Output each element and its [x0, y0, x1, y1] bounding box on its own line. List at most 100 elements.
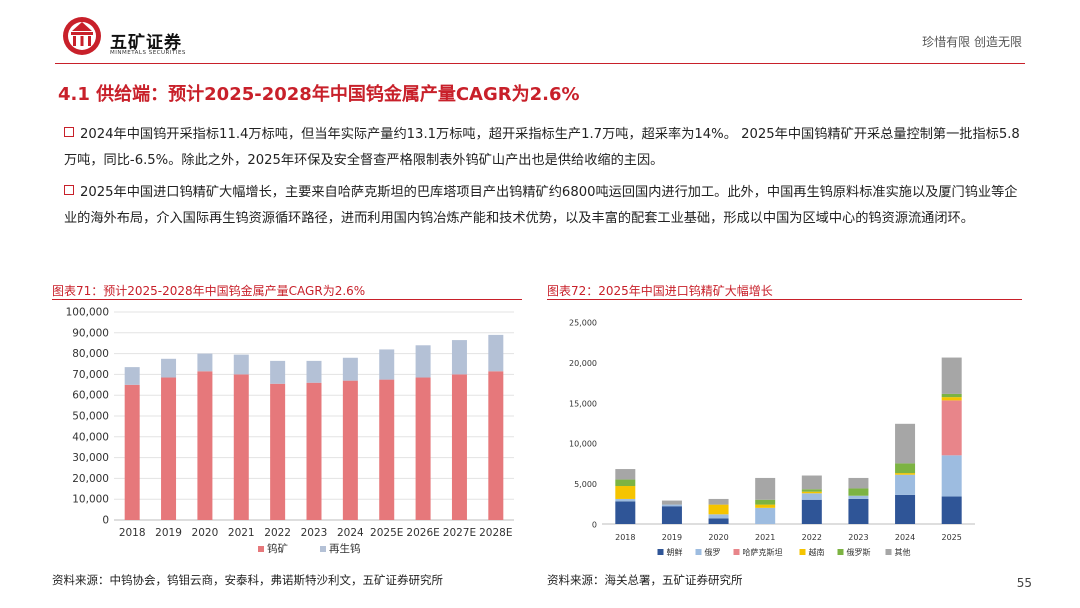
bar-segment — [661, 504, 682, 507]
bar-segment — [941, 357, 962, 394]
bar-segment — [270, 383, 286, 520]
x-tick-label: 2021 — [755, 533, 775, 542]
legend-label: 哈萨克斯坦 — [743, 547, 783, 557]
header-divider — [55, 63, 1025, 64]
y-tick-label: 60,000 — [72, 390, 109, 402]
chart1-source: 资料来源：中钨协会，钨钼云商，安泰科，弗诺斯特沙利文，五矿证券研究所 — [52, 573, 443, 587]
bar-segment — [708, 518, 729, 524]
bar-segment — [270, 360, 286, 384]
x-tick-label: 2024 — [895, 533, 915, 542]
legend-swatch — [320, 546, 326, 552]
legend-label: 再生钨 — [329, 542, 361, 555]
bar-segment — [755, 507, 776, 524]
brand-name: 五矿证券 — [110, 33, 182, 53]
bar-segment — [708, 504, 729, 515]
y-tick-label: 15,000 — [569, 399, 597, 408]
y-tick-label: 90,000 — [72, 327, 109, 339]
bar-segment — [755, 499, 776, 505]
legend-label: 俄罗 — [705, 547, 721, 557]
bar-segment — [941, 393, 962, 398]
bar-segment — [197, 353, 213, 372]
bar-segment — [661, 500, 682, 505]
chart2-title-rule — [547, 299, 1022, 300]
bar-segment — [615, 469, 636, 480]
legend-swatch — [657, 549, 664, 555]
x-tick-label: 2019 — [155, 527, 182, 539]
x-tick-label: 2019 — [662, 533, 682, 542]
legend-swatch — [695, 549, 702, 555]
chart2-svg: 0 5,000 10,000 15,000 20,000 25,000 2018 2019 20… — [569, 319, 975, 557]
legend-label: 越南 — [809, 547, 825, 557]
bar-segment — [801, 491, 822, 494]
legend-swatch — [799, 549, 806, 555]
bar-segment — [895, 463, 916, 474]
bar-segment — [379, 379, 395, 520]
bar-segment — [941, 455, 962, 497]
y-tick-label: 5,000 — [574, 480, 597, 489]
bar-segment — [342, 357, 358, 381]
bar-segment — [848, 488, 869, 496]
page-title: 4.1 供给端：预计2025-2028年中国钨金属产量CAGR为2.6% — [58, 84, 580, 105]
bar-segment — [895, 494, 916, 524]
bar-segment — [941, 400, 962, 456]
chart2-title: 图表72：2025年中国进口钨精矿大幅增长 — [547, 284, 773, 298]
y-tick-label: 20,000 — [72, 473, 109, 485]
bar-segment — [615, 501, 636, 524]
bar-segment — [615, 486, 636, 499]
bar-segment — [941, 496, 962, 524]
x-tick-label: 2024 — [337, 527, 364, 539]
bar-segment — [848, 495, 869, 499]
legend-label: 俄罗斯 — [847, 547, 871, 557]
square-bullet-icon — [64, 185, 74, 195]
legend-label: 朝鲜 — [667, 547, 683, 557]
bar-segment — [848, 477, 869, 489]
bar-segment — [342, 380, 358, 520]
legend-swatch — [837, 549, 844, 555]
x-tick-label: 2022 — [264, 527, 291, 539]
bar-segment — [451, 340, 467, 375]
bar-segment — [124, 367, 140, 385]
bar-segment — [708, 498, 729, 505]
y-tick-label: 40,000 — [72, 431, 109, 443]
y-tick-label: 80,000 — [72, 348, 109, 360]
bar-segment — [801, 489, 822, 492]
x-tick-label: 2023 — [301, 527, 328, 539]
y-tick-label: 0 — [102, 515, 109, 527]
y-tick-label: 70,000 — [72, 369, 109, 381]
page-number: 55 — [1016, 576, 1032, 590]
chart2-source: 资料来源：海关总署，五矿证券研究所 — [547, 573, 743, 587]
y-tick-label: 20,000 — [569, 359, 597, 368]
chart1-svg: 0 10,000 20,000 30,000 40,000 50,000 60,000 70,… — [66, 307, 514, 555]
bar-segment — [488, 371, 504, 520]
x-tick-label: 2027E — [443, 527, 476, 539]
legend-swatch — [733, 549, 740, 555]
legend-swatch — [885, 549, 892, 555]
legend-label: 钨矿 — [267, 542, 288, 555]
bar-segment — [379, 349, 395, 380]
bullet-list: 2024年中国钨开采指标11.4万标吨，但当年实际产量约13.1万标吨，超开采指… — [64, 122, 1024, 238]
bar-segment — [197, 371, 213, 520]
bullet-text: 2024年中国钨开采指标11.4万标吨，但当年实际产量约13.1万标吨，超开采指… — [64, 127, 1020, 168]
chart1-title: 图表71：预计2025-2028年中国钨金属产量CAGR为2.6% — [52, 284, 366, 298]
bar-segment — [488, 334, 504, 372]
bar-segment — [306, 360, 322, 383]
bar-segment — [615, 498, 636, 502]
bar-segment — [801, 499, 822, 524]
slogan: 珍惜有限 创造无限 — [922, 35, 1022, 49]
bar-segment — [161, 358, 177, 378]
bullet-item: 2025年中国进口钨精矿大幅增长，主要来自哈萨克斯坦的巴库塔项目产出钨精矿约68… — [64, 180, 1024, 232]
x-tick-label: 2021 — [228, 527, 255, 539]
minmetals-logo — [63, 17, 101, 55]
bullet-text: 2025年中国进口钨精矿大幅增长，主要来自哈萨克斯坦的巴库塔项目产出钨精矿约68… — [64, 185, 1018, 226]
x-tick-label: 2028E — [479, 527, 512, 539]
bar-segment — [755, 477, 776, 500]
y-tick-label: 10,000 — [569, 440, 597, 449]
bar-segment — [415, 377, 431, 520]
x-tick-label: 2020 — [192, 527, 219, 539]
bar-segment — [755, 504, 776, 508]
x-tick-label: 2020 — [708, 533, 728, 542]
bar-segment — [941, 397, 962, 401]
x-tick-label: 2018 — [119, 527, 146, 539]
x-tick-label: 2022 — [802, 533, 822, 542]
legend-label: 其他 — [895, 547, 911, 557]
